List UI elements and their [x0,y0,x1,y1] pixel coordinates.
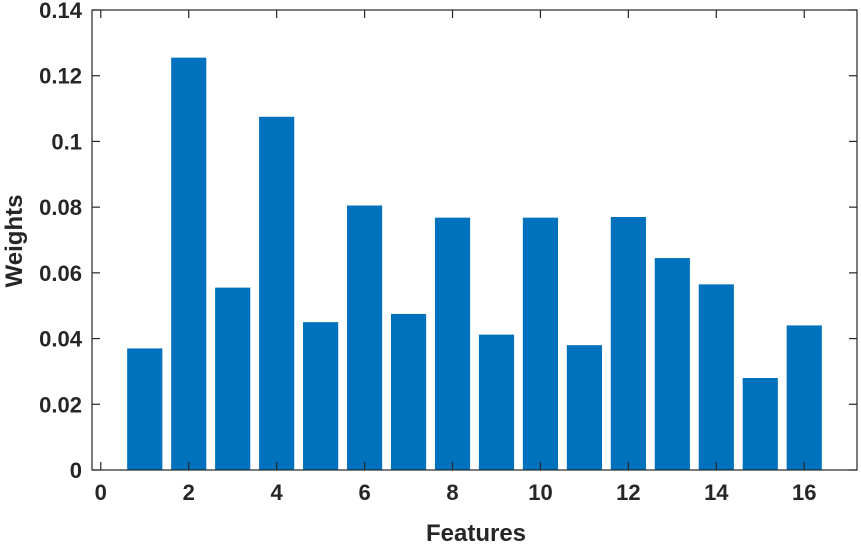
bar-feature-14 [698,284,734,470]
bar-feature-1 [127,348,163,470]
x-tick-label: 2 [183,480,195,505]
y-tick-label: 0.14 [39,0,83,23]
bar-feature-13 [654,258,690,470]
axes-group [91,9,858,471]
bar-feature-11 [566,345,602,470]
y-ticks-group: 0 0.02 0.04 0.06 0.08 0.1 0.12 0.14 [39,0,857,483]
y-tick-label: 0.1 [51,129,82,154]
bar-feature-7 [390,313,427,470]
bar-feature-15 [742,378,778,470]
x-ticks-group: 0 2 4 6 8 10 12 14 16 [95,10,816,505]
y-axis-label: Weights [1,195,28,288]
bar-feature-8 [434,217,471,470]
bar-feature-9 [478,334,515,470]
plot-frame [91,9,858,471]
bar-feature-10 [522,217,559,470]
bar-feature-12 [610,217,646,470]
bar-feature-3 [215,287,251,470]
x-tick-label: 6 [358,480,370,505]
bar-feature-2 [171,57,207,470]
x-tick-label: 12 [616,480,640,505]
y-tick-label: 0.04 [39,327,83,352]
y-tick-label: 0.12 [39,64,82,89]
bar-feature-5 [303,322,339,470]
x-axis-label: Features [426,520,526,545]
x-tick-label: 0 [95,480,107,505]
y-tick-label: 0.06 [39,261,82,286]
bar-feature-16 [786,325,822,470]
bar-feature-4 [259,116,295,470]
x-tick-label: 16 [792,480,816,505]
y-tick-label: 0 [70,458,82,483]
y-tick-label: 0.02 [39,392,82,417]
x-tick-label: 4 [271,480,284,505]
x-tick-label: 14 [704,480,729,505]
y-tick-label: 0.08 [39,195,82,220]
x-tick-label: 10 [528,480,552,505]
bars-group [127,57,822,470]
bar-feature-6 [347,205,383,470]
x-tick-label: 8 [446,480,458,505]
